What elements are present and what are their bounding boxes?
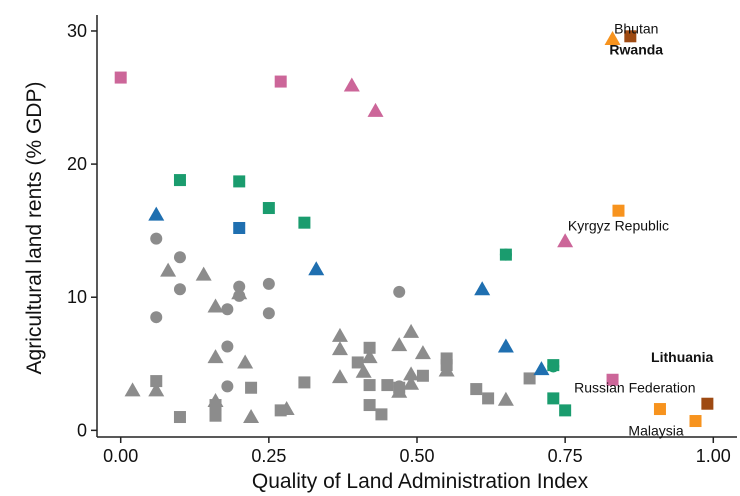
data-point-gray-square: [470, 383, 483, 396]
data-point-green-circle: [499, 248, 512, 261]
data-point-gray-triangle: [160, 262, 177, 277]
data-point-gray-triangle: [361, 349, 378, 364]
data-point-gray-circle: [173, 251, 186, 264]
data-point-gray-square: [393, 381, 406, 394]
data-points: [114, 30, 714, 428]
data-point-green-square: [262, 202, 275, 215]
data-point-gray-triangle: [355, 363, 372, 378]
data-point-gray-square: [173, 411, 186, 424]
data-point-blue-triangle: [533, 361, 550, 376]
data-point-orange-square: [689, 415, 702, 428]
data-point-pink-triangle: [557, 233, 574, 248]
data-point-gray-triangle: [195, 266, 212, 281]
data-point-brown-square: [701, 397, 714, 410]
data-point-gray-square: [209, 399, 222, 412]
y-tick-label: 20: [67, 154, 87, 174]
data-point-gray-square: [150, 375, 163, 388]
annotations: Bhutan Rwanda Kyrgyz Republic Lithuania Russ…: [568, 20, 714, 438]
data-point-green-square: [233, 175, 246, 188]
data-point-pink-square: [114, 71, 127, 84]
data-point-gray-circle: [221, 340, 234, 353]
y-tick-label: 10: [67, 287, 87, 307]
data-point-gray-circle: [221, 380, 234, 393]
data-point-gray-triangle: [331, 369, 348, 384]
data-point-gray-triangle: [243, 409, 260, 424]
data-point-pink-square: [274, 75, 287, 88]
data-point-gray-circle: [150, 311, 163, 324]
data-point-green-square: [547, 392, 560, 405]
x-tick-label: 0.00: [103, 446, 138, 466]
data-point-gray-square: [523, 372, 536, 385]
y-tick-label: 30: [67, 21, 87, 41]
data-point-blue-square: [233, 221, 246, 234]
data-point-blue-triangle: [497, 338, 514, 353]
data-point-gray-square: [381, 379, 394, 392]
data-point-gray-square: [298, 376, 311, 389]
x-axis-title: Quality of Land Administration Index: [252, 470, 589, 493]
data-point-pink-square: [606, 373, 619, 386]
data-point-gray-triangle: [403, 323, 420, 338]
point-annotation: Kyrgyz Republic: [568, 217, 669, 233]
data-point-gray-circle: [262, 307, 275, 320]
data-point-orange-triangle: [604, 30, 621, 45]
data-point-gray-square: [209, 409, 222, 422]
data-point-green-square: [559, 404, 572, 417]
point-annotation: Bhutan: [614, 20, 658, 36]
data-point-gray-triangle: [414, 345, 431, 360]
data-point-gray-triangle: [331, 341, 348, 356]
data-point-gray-triangle: [231, 285, 248, 300]
data-point-gray-triangle: [207, 298, 224, 313]
data-point-pink-triangle: [367, 102, 384, 117]
point-annotation: Rwanda: [609, 42, 663, 58]
data-point-gray-triangle: [391, 337, 408, 352]
data-point-gray-triangle: [403, 375, 420, 390]
data-point-gray-circle: [393, 285, 406, 298]
data-point-gray-square: [351, 356, 364, 369]
data-point-gray-triangle: [124, 382, 141, 397]
data-point-gray-circle: [262, 277, 275, 290]
data-point-gray-circle: [150, 232, 163, 245]
x-tick-label: 0.75: [548, 446, 583, 466]
data-point-gray-triangle: [403, 366, 420, 381]
x-tick-label: 0.50: [399, 446, 434, 466]
data-point-gray-square: [363, 341, 376, 354]
data-point-pink-triangle: [343, 77, 360, 92]
point-annotation: Russian Federation: [574, 380, 695, 396]
x-tick-label: 0.25: [251, 446, 286, 466]
x-tick-label: 1.00: [696, 446, 731, 466]
data-point-gray-triangle: [331, 327, 348, 342]
data-point-blue-triangle: [474, 281, 491, 296]
data-point-gray-circle: [221, 303, 234, 316]
y-tick-label: 0: [77, 420, 87, 440]
tick-labels: 0 10 20 30 0.00 0.25 0.50 0.75 1.00: [67, 21, 731, 466]
data-point-gray-circle: [173, 283, 186, 296]
data-point-gray-triangle: [148, 382, 165, 397]
data-point-brown-square: [624, 30, 637, 43]
data-point-orange-square: [612, 204, 625, 217]
point-annotation: Malaysia: [628, 422, 683, 438]
data-point-green-square: [298, 216, 311, 229]
data-point-green-square: [173, 174, 186, 187]
data-point-gray-triangle: [237, 354, 254, 369]
axes: [91, 15, 737, 443]
data-point-green-circle: [547, 360, 560, 373]
data-point-gray-square: [363, 379, 376, 392]
data-point-gray-triangle: [497, 391, 514, 406]
y-axis-title: Agricultural land rents (% GDP): [23, 82, 46, 375]
point-annotation: Lithuania: [651, 349, 713, 365]
data-point-gray-square: [440, 359, 453, 372]
data-point-orange-square: [653, 403, 666, 416]
data-point-gray-square: [363, 399, 376, 412]
data-point-gray-square: [245, 381, 258, 394]
data-point-blue-triangle: [308, 261, 325, 276]
data-point-gray-square: [482, 392, 495, 405]
data-point-gray-triangle: [207, 349, 224, 364]
data-point-gray-square: [375, 408, 388, 421]
data-point-gray-square: [274, 404, 287, 417]
data-point-blue-triangle: [148, 206, 165, 221]
data-point-gray-square: [416, 369, 429, 382]
